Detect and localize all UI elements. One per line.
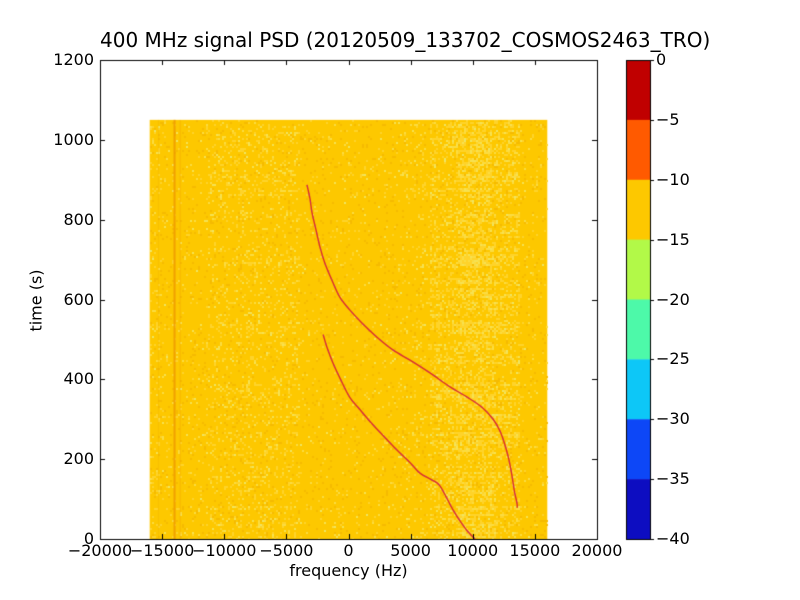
colorbar-tick-label: −30 [656,409,690,429]
colorbar-tick-label: −10 [656,169,690,189]
y-tick-label: 400 [63,369,94,389]
x-tick-label: 5000 [390,541,431,560]
x-tick-label: 15000 [509,541,561,560]
colorbar-tick-label: −40 [656,529,690,548]
y-tick-label: 1000 [53,129,94,149]
y-tick-label: 200 [63,449,94,469]
colorbar-tick-label: −25 [656,349,690,369]
colorbar-tick-label: −20 [656,289,690,309]
y-tick-label: 1200 [53,50,94,69]
colorbar-tick-label: 0 [656,50,667,69]
x-tick-label: −10000 [192,541,257,560]
colorbar-tick-label: −35 [656,469,690,489]
colorbar-tick-label: −5 [656,109,680,129]
x-tick-label: 0 [343,541,354,560]
x-tick-label: −15000 [129,541,195,560]
x-tick-label: 20000 [571,541,623,560]
y-tick-label: 800 [63,209,94,229]
chart-title: 400 MHz signal PSD (20120509_133702_COSM… [100,28,711,52]
x-tick-label: −5000 [259,541,314,560]
y-tick-label: 600 [63,289,94,309]
x-tick-label: 10000 [447,541,499,560]
x-tick-label: −20000 [67,541,133,560]
y-tick-label: 0 [83,529,94,548]
colorbar-tick-label: −15 [656,229,690,249]
x-axis-label: frequency (Hz) [289,561,408,580]
